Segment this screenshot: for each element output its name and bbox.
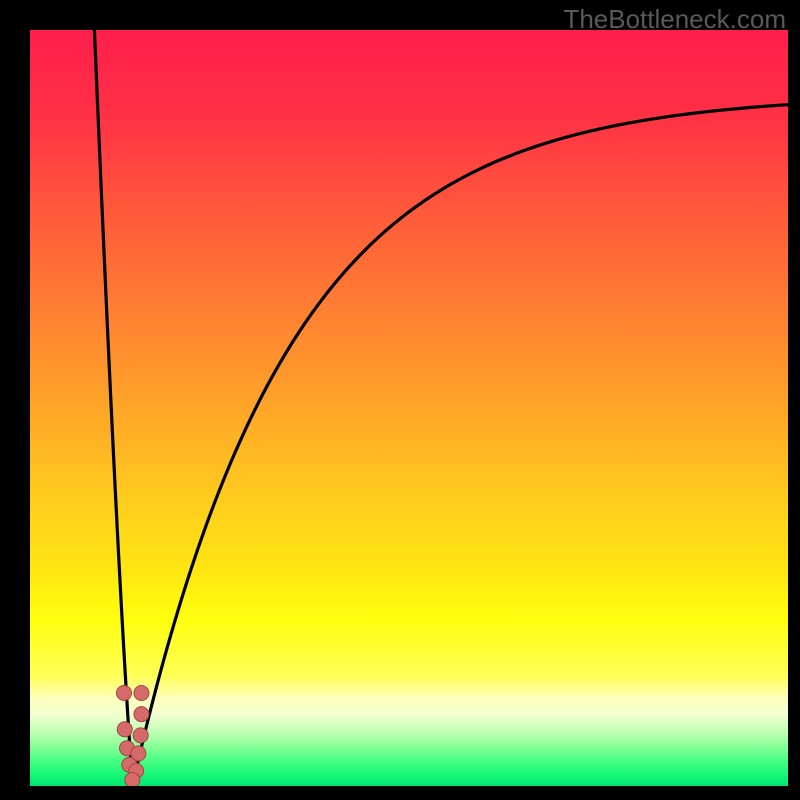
gradient-background <box>30 30 788 786</box>
marker-point <box>134 707 149 722</box>
marker-point <box>134 686 149 701</box>
chart-stage: TheBottleneck.com <box>0 0 800 800</box>
marker-point <box>117 722 132 737</box>
bottleneck-chart <box>30 30 788 786</box>
watermark-text: TheBottleneck.com <box>563 4 786 35</box>
marker-point <box>133 728 148 743</box>
marker-point <box>125 772 140 786</box>
marker-point <box>116 686 131 701</box>
